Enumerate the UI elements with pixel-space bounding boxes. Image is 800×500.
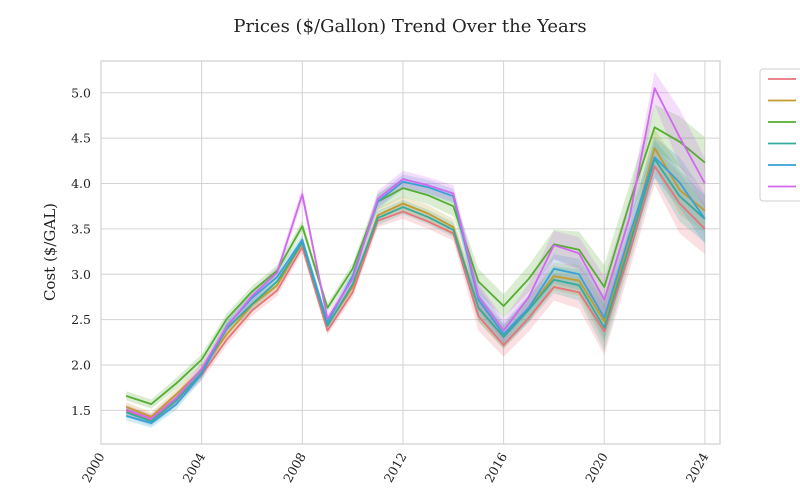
series-line-1 [125,165,706,421]
series-line-2 [125,147,706,418]
plot-area [100,60,721,445]
y-tick-label: 3.0 [71,267,91,282]
y-tick-label: 4.0 [71,176,91,191]
legend [759,68,800,202]
y-tick-label: 5.0 [71,85,91,100]
confidence-band-4 [126,140,705,426]
confidence-band-5 [126,137,705,428]
y-tick-label: 3.5 [71,221,91,236]
y-tick-label: 1.5 [71,403,91,418]
confidence-band-3 [126,104,705,409]
series-lines [125,87,706,425]
y-tick-label: 2.0 [71,358,91,373]
series-line-4 [125,158,706,423]
y-tick-label: 4.5 [71,131,91,146]
chart-title: Prices ($/Gallon) Trend Over the Years [233,16,586,37]
y-tick-label: 2.5 [71,312,91,327]
y-axis-label: Cost ($/GAL) [41,203,59,301]
legend-box [759,68,800,202]
series-line-3 [125,126,706,406]
series-line-6 [125,87,706,420]
